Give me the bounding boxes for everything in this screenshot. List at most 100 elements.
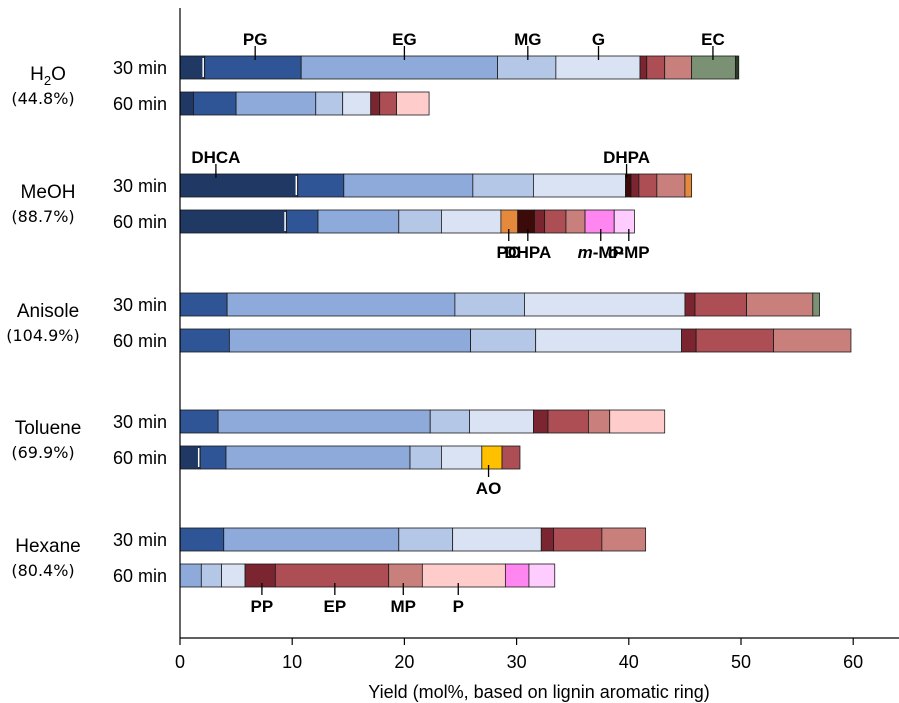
bar-segment <box>179 173 299 198</box>
bar-segment <box>638 173 658 198</box>
time-label: 60 min <box>113 566 167 586</box>
bar-segment <box>179 91 194 116</box>
total-yield-label: (80.4%) <box>11 561 74 580</box>
bar-segment <box>342 91 372 116</box>
time-label: 60 min <box>113 331 167 351</box>
bar-segment <box>695 328 774 353</box>
annotation-label: AO <box>476 479 502 498</box>
annotation-label: EP <box>323 597 346 616</box>
x-tick-label: 60 <box>843 652 863 672</box>
annotation-label: EC <box>701 30 725 49</box>
bar-segment <box>429 409 470 434</box>
bar-segment <box>179 292 228 317</box>
solvent-label: H2O <box>30 64 66 88</box>
bar-segment <box>535 328 682 353</box>
x-tick-label: 30 <box>507 652 527 672</box>
bar-segment <box>343 173 474 198</box>
total-yield-label: (88.7%) <box>11 207 74 226</box>
bar-segment <box>441 209 502 234</box>
bar-segment <box>773 328 852 353</box>
bar-segment <box>228 328 471 353</box>
bar-segment <box>613 209 635 234</box>
bar-segment <box>588 409 611 434</box>
bar-segment <box>553 527 603 552</box>
x-tick-label: 0 <box>175 652 185 672</box>
bar-segment <box>317 209 400 234</box>
bar-segment <box>315 91 344 116</box>
bar-segment <box>179 527 225 552</box>
time-label: 30 min <box>113 412 167 432</box>
bar-segment <box>481 445 503 470</box>
x-tick-label: 20 <box>394 652 414 672</box>
bar-segment <box>630 173 640 198</box>
time-label: 60 min <box>113 94 167 114</box>
bar-segment <box>223 527 400 552</box>
bar-segment <box>812 292 820 317</box>
bar-segment <box>584 209 615 234</box>
bar-segment <box>534 209 546 234</box>
bar-segment <box>501 445 521 470</box>
bar-segment <box>225 445 411 470</box>
bar-segment <box>179 209 287 234</box>
bar-segment <box>452 527 542 552</box>
bar-segment <box>179 409 219 434</box>
annotation-label: DHPA <box>603 148 650 167</box>
annotation-label: PO <box>496 243 521 262</box>
bar-segment <box>497 55 557 80</box>
annotation-label: PG <box>243 30 268 49</box>
bar-segment <box>734 55 740 80</box>
bar-segment <box>179 328 230 353</box>
solvent-label: Anisole <box>17 301 79 322</box>
bar-segment <box>694 292 748 317</box>
bar-segment <box>179 445 201 470</box>
bar-segment <box>200 563 222 588</box>
bar-segment <box>441 445 483 470</box>
bar-segment <box>244 563 276 588</box>
annotation-label: MG <box>514 30 541 49</box>
bar-segment <box>179 563 202 588</box>
bar-segment <box>235 91 317 116</box>
bar-segment <box>300 55 498 80</box>
bar-segment <box>388 563 423 588</box>
bar-segment <box>639 55 648 80</box>
bar-segment <box>540 527 555 552</box>
time-label: 30 min <box>113 58 167 78</box>
bar-segment <box>472 173 534 198</box>
bar-segment <box>204 55 302 80</box>
bar-segment <box>226 292 456 317</box>
bar-segment <box>286 209 319 234</box>
bar-segment <box>199 445 227 470</box>
bar-segment <box>664 55 693 80</box>
time-label: 60 min <box>113 448 167 468</box>
annotation-label: PP <box>251 597 274 616</box>
bar-segment <box>179 55 206 80</box>
bar-segment <box>646 55 666 80</box>
bars-layer <box>179 55 852 588</box>
bar-segment <box>544 209 567 234</box>
bar-segment <box>504 563 530 588</box>
bar-segment <box>746 292 814 317</box>
bar-segment <box>193 91 237 116</box>
bar-segment <box>370 91 381 116</box>
total-yield-label: (104.9%) <box>6 326 80 345</box>
bar-segment <box>379 91 397 116</box>
bar-segment <box>533 173 626 198</box>
bar-segment <box>547 409 589 434</box>
bar-segment <box>609 409 666 434</box>
x-tick-label: 40 <box>619 652 639 672</box>
annotation-label: DHCA <box>191 148 240 167</box>
bar-segment <box>656 173 686 198</box>
solvent-label: MeOH <box>21 182 76 203</box>
time-label: 30 min <box>113 295 167 315</box>
bar-segment <box>524 292 686 317</box>
time-label: 30 min <box>113 530 167 550</box>
bar-segment <box>297 173 345 198</box>
bar-segment <box>565 209 586 234</box>
bar-segment <box>274 563 390 588</box>
bar-segment <box>528 563 556 588</box>
annotation-label: P <box>453 597 464 616</box>
bar-segment <box>469 409 534 434</box>
bar-segment <box>221 563 246 588</box>
annotation-label: o-MP <box>608 243 650 262</box>
